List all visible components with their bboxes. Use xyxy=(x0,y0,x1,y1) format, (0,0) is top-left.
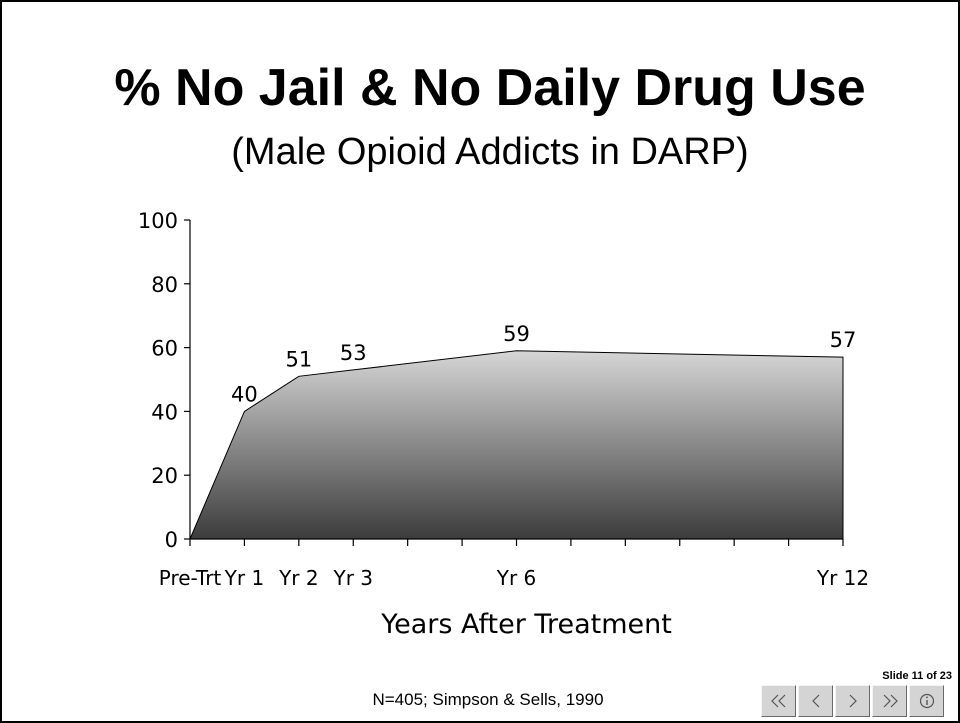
slide-navigation xyxy=(761,685,944,717)
slide-subtitle: (Male Opioid Addicts in DARP) xyxy=(231,131,749,173)
data-label: 51 xyxy=(285,347,312,371)
y-tick-label: 80 xyxy=(151,273,178,297)
y-tick-label: 60 xyxy=(151,337,178,361)
next-slide-button[interactable] xyxy=(835,685,870,717)
x-tick-label: Yr 2 xyxy=(278,566,319,590)
data-label: 57 xyxy=(830,328,857,352)
first-slide-button[interactable] xyxy=(761,685,796,717)
info-button[interactable] xyxy=(909,685,944,717)
y-tick-label: 20 xyxy=(151,464,178,488)
double-right-arrow-icon xyxy=(883,694,898,708)
info-icon xyxy=(919,693,934,709)
data-label: 53 xyxy=(340,341,367,365)
x-tick-label: Yr 6 xyxy=(496,566,537,590)
double-left-arrow-icon xyxy=(770,694,785,708)
slide-title: % No Jail & No Daily Drug Use xyxy=(114,59,866,117)
source-footnote: N=405; Simpson & Sells, 1990 xyxy=(372,690,604,709)
x-tick-label: Yr 1 xyxy=(224,566,265,590)
y-tick-label: 100 xyxy=(138,209,178,233)
previous-slide-button[interactable] xyxy=(798,685,833,717)
x-tick-label: Yr 3 xyxy=(332,566,373,590)
right-arrow-icon xyxy=(849,694,857,708)
area-series xyxy=(189,350,844,540)
x-tick-label: Yr 12 xyxy=(816,566,869,590)
data-label: 40 xyxy=(231,382,258,406)
data-label: 59 xyxy=(503,322,530,346)
x-tick-label: Pre-Trt xyxy=(159,566,222,590)
y-tick-label: 40 xyxy=(151,400,178,424)
slide-counter: Slide 11 of 23 xyxy=(882,670,952,682)
area-chart: 0 20 40 60 80 100 Pre-Trt Yr 1 Yr 2 Yr 3 Yr 6 Yr 12… xyxy=(138,209,869,640)
x-axis-title: Years After Treatment xyxy=(380,609,672,640)
y-tick-label: 0 xyxy=(165,528,178,552)
left-arrow-icon xyxy=(811,694,819,708)
last-slide-button[interactable] xyxy=(872,685,907,717)
